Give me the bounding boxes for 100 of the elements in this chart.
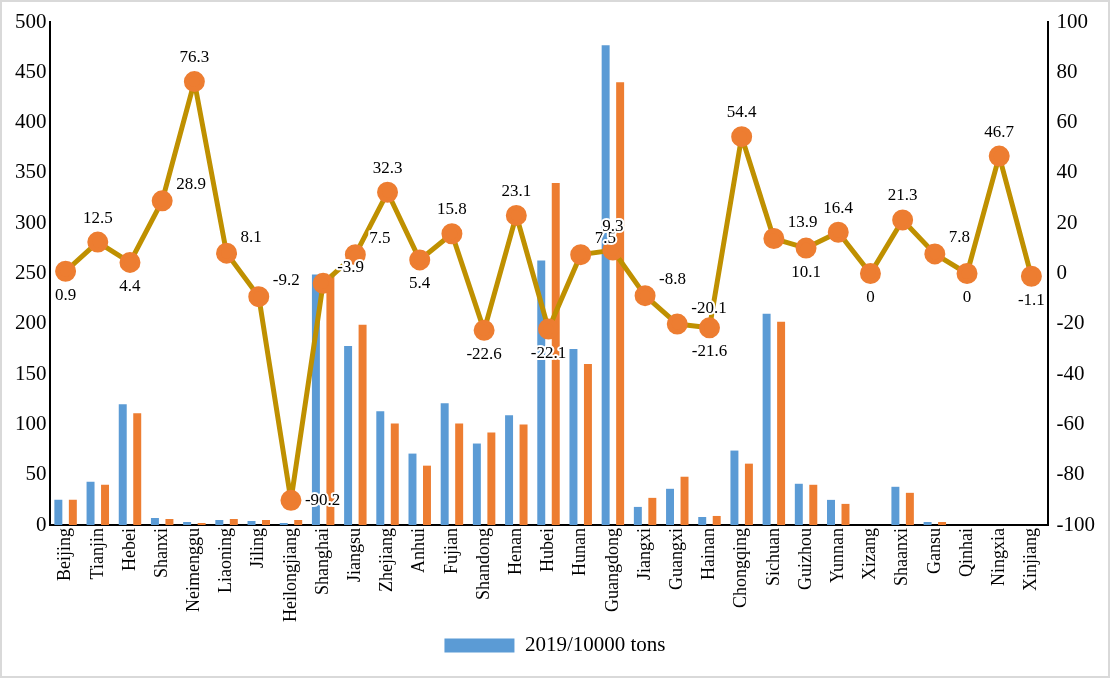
y2-tick-label: -20 (1056, 310, 1085, 335)
x-tick-label: Gansu (923, 528, 944, 575)
data-label: 13.9 (787, 212, 818, 232)
data-label: 8.1 (240, 226, 262, 246)
x-tick-label: Xizang (859, 528, 880, 580)
data-label: -21.6 (691, 341, 728, 361)
data-label: 16.4 (823, 197, 854, 217)
y-tick-label: 50 (25, 461, 47, 486)
bar (938, 522, 947, 526)
y2-tick-label: 60 (1056, 109, 1078, 134)
y2-tick-label: -60 (1056, 410, 1085, 435)
bar (294, 519, 303, 526)
data-label: 23.1 (501, 180, 532, 200)
x-tick-label: Ningxia (987, 528, 1008, 587)
bar (229, 518, 238, 526)
x-tick-label: Sichuan (762, 528, 783, 587)
x-tick-label: Guangdong (601, 528, 622, 613)
bar (633, 506, 642, 526)
bar (358, 324, 367, 526)
x-tick-label: Hainan (698, 528, 719, 580)
bar (455, 423, 464, 526)
data-label: 7.8 (948, 227, 971, 247)
bar (809, 484, 818, 526)
x-tick-label: Jiling (247, 528, 268, 569)
bar (279, 523, 288, 526)
y2-tick-label: 0 (1056, 260, 1068, 285)
bar (648, 497, 657, 526)
bar (390, 423, 399, 526)
y-tick-label: 300 (15, 209, 47, 234)
bar (68, 499, 77, 526)
bar (440, 403, 449, 526)
data-label: 32.3 (372, 157, 403, 177)
y2-tick-label: 80 (1056, 58, 1078, 83)
x-tick-label: Heilongjiang (279, 528, 300, 622)
data-label: 5.4 (409, 273, 431, 293)
x-tick-label: Shaanxi (891, 528, 912, 587)
bar (905, 492, 914, 526)
y2-tick-label: -100 (1056, 511, 1096, 536)
data-label: 4.4 (119, 275, 142, 295)
x-tick-label: Zhejiang (376, 528, 397, 592)
x-tick-label: Beijing (54, 528, 75, 582)
bar (150, 517, 159, 526)
x-tick-label: Shanghai (311, 528, 332, 596)
bar (827, 499, 835, 526)
bar (422, 465, 431, 526)
y-tick-label: 350 (15, 159, 47, 184)
bar (712, 515, 721, 526)
bar (215, 519, 224, 526)
data-label: -1.1 (1017, 289, 1045, 309)
y-tick-label: 250 (15, 260, 47, 285)
x-tick-label: Neimenggu (183, 528, 204, 612)
x-tick-label: Liaoning (215, 528, 236, 594)
x-tick-label: Jiangxi (633, 528, 654, 581)
y2-tick-label: 40 (1056, 159, 1078, 184)
x-tick-label: Jiangsu (344, 528, 365, 583)
y-tick-label: 450 (15, 58, 47, 83)
bar (165, 518, 174, 526)
y-tick-label: 0 (36, 511, 47, 536)
bar (698, 516, 707, 526)
x-tick-label: Anhui (408, 528, 429, 574)
bar (376, 411, 385, 526)
bar (777, 321, 786, 526)
bar (344, 345, 353, 526)
x-tick-label: Qinhai (955, 528, 976, 578)
x-tick-label: Shandong (472, 528, 493, 601)
x-tick-label: Fujian (440, 528, 461, 575)
data-label: 12.5 (82, 207, 113, 227)
bar (762, 313, 771, 526)
x-tick-label: Yunnan (826, 528, 847, 584)
bar (666, 488, 675, 526)
bar (472, 443, 481, 526)
x-tick-label: Tianjin (86, 528, 107, 580)
y-tick-label: 500 (15, 8, 47, 33)
bar (583, 364, 592, 526)
data-label: 0 (962, 286, 972, 306)
y-tick-label: 150 (15, 360, 47, 385)
bar (487, 432, 496, 526)
data-label: 28.9 (176, 174, 206, 194)
bar (505, 415, 514, 526)
data-label: 46.7 (984, 121, 1015, 141)
y-tick-label: 100 (15, 410, 47, 435)
y2-tick-label: -80 (1056, 461, 1085, 486)
bar (891, 486, 900, 526)
x-tick-label: Shanxi (150, 528, 171, 579)
data-label: 76.3 (179, 47, 210, 67)
bar (262, 519, 270, 526)
legend-label: 2019/10000 tons (524, 632, 666, 657)
data-label: 0 (866, 286, 875, 306)
y-tick-label: 400 (15, 109, 47, 134)
x-tick-label: Xinjiang (1020, 528, 1041, 592)
bar (183, 522, 192, 526)
data-label: 0.9 (54, 284, 77, 304)
bar (197, 523, 206, 526)
bar (680, 476, 689, 526)
x-tick-label: Hebei (118, 528, 139, 571)
x-tick-label: Guangxi (666, 528, 687, 591)
data-label: 15.8 (437, 199, 467, 219)
y2-tick-label: 100 (1056, 8, 1089, 33)
x-tick-label: Chongqing (730, 528, 751, 609)
bar (101, 484, 110, 526)
